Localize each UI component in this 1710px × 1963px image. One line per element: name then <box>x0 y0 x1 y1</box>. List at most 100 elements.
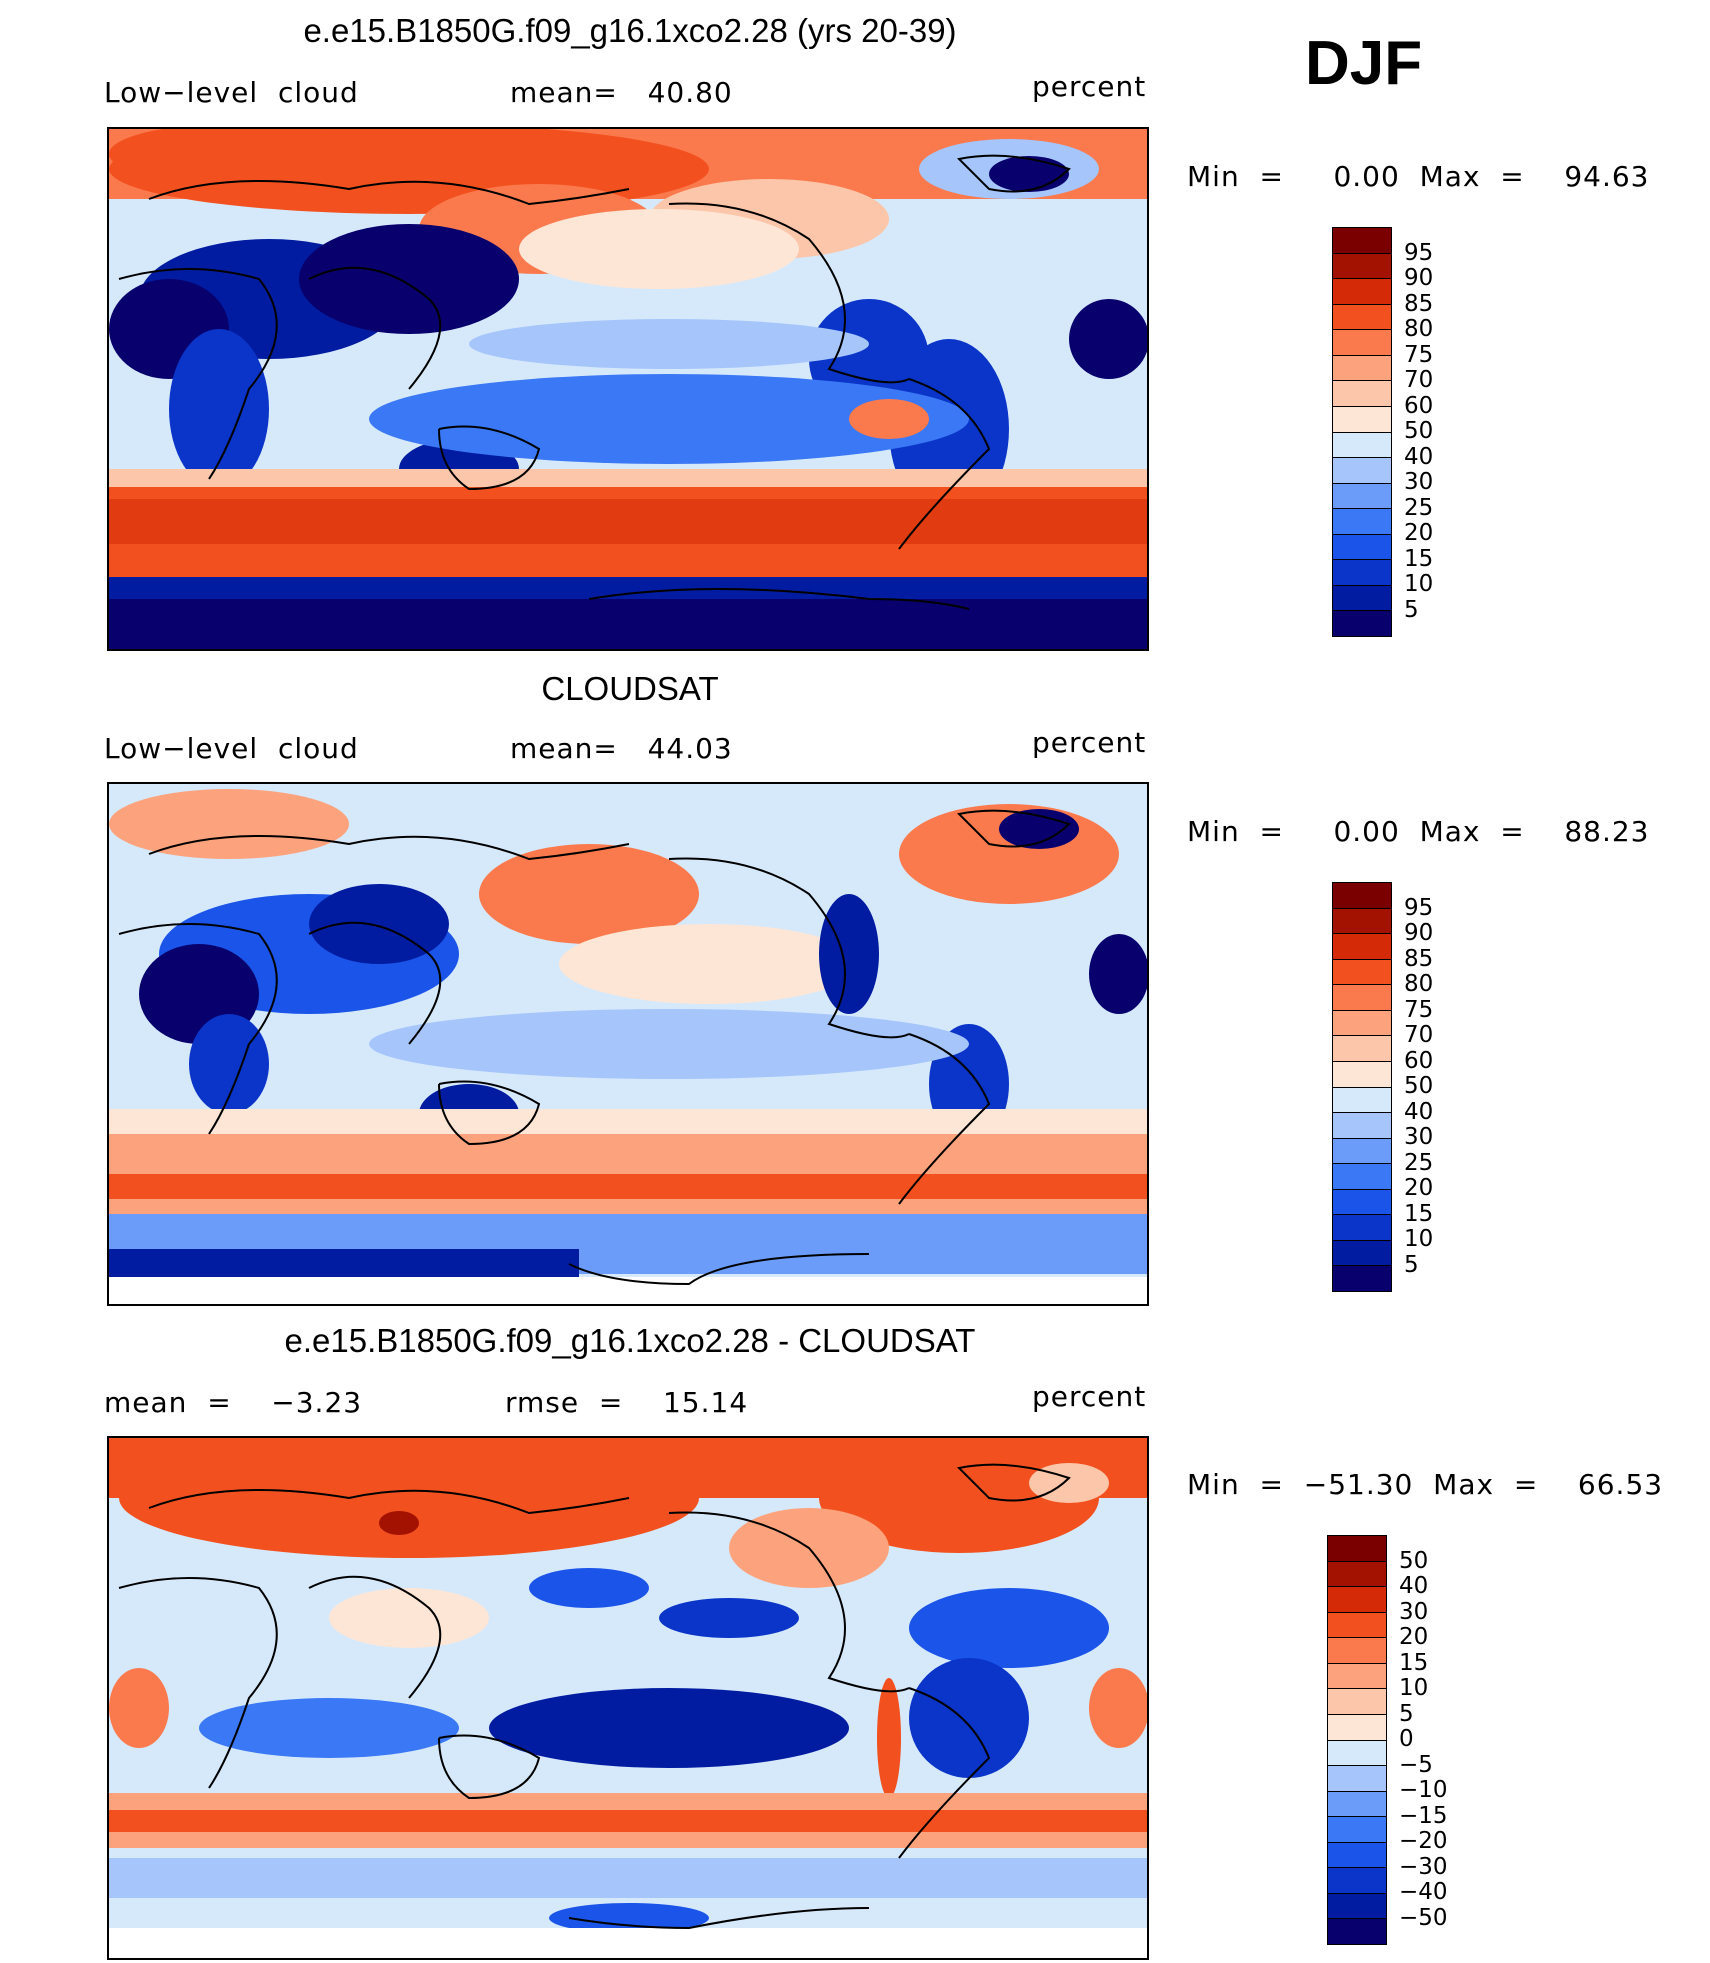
colorbar-label: 5 <box>1404 1251 1419 1278</box>
colorbar-swatch <box>1333 934 1391 960</box>
colorbar-swatch <box>1333 279 1391 305</box>
colorbar-swatch <box>1333 483 1391 510</box>
colorbar-label: 90 <box>1404 265 1434 291</box>
season-label: DJF <box>1305 29 1423 98</box>
colorbar-swatch <box>1333 509 1391 535</box>
colorbar-label: 15 <box>1404 1200 1434 1227</box>
panel-1-minmax: Min = 0.00 Max = 94.63 <box>1187 160 1650 193</box>
panel-3-map-svg <box>109 1438 1147 1958</box>
panel-1-units-label: percent <box>1032 70 1147 103</box>
colorbar-label: 30 <box>1404 1124 1434 1150</box>
colorbar-label: −10 <box>1399 1777 1448 1803</box>
colorbar-label: 15 <box>1404 545 1434 572</box>
colorbar-swatch <box>1333 1240 1391 1267</box>
colorbar-swatch <box>1333 883 1391 909</box>
panel-2-colorbar: 95 90 85 80 75 70 60 50 40 30 25 20 15 10 5 <box>1332 882 1433 1292</box>
panel-3-units-label: percent <box>1032 1380 1147 1413</box>
colorbar-swatch <box>1328 1893 1386 1920</box>
panel-1-colorbar-swatches <box>1332 227 1392 637</box>
colorbar-label: 75 <box>1404 996 1434 1023</box>
panel-3-colorbar-swatches <box>1327 1535 1387 1945</box>
colorbar-label: 10 <box>1404 1226 1434 1252</box>
panel-2-units-label: percent <box>1032 726 1147 759</box>
colorbar-swatch <box>1333 1113 1391 1139</box>
colorbar-swatch <box>1333 330 1391 356</box>
colorbar-label: 80 <box>1404 971 1434 997</box>
colorbar-label: 20 <box>1404 520 1434 546</box>
colorbar-swatch <box>1333 1138 1391 1165</box>
colorbar-swatch <box>1333 1266 1391 1291</box>
colorbar-swatch <box>1333 355 1391 382</box>
panel-1-map <box>107 127 1149 651</box>
colorbar-swatch <box>1333 585 1391 612</box>
colorbar-label: 80 <box>1404 316 1434 342</box>
panel-3-colorbar: 50 40 30 20 15 10 5 0 −5 −10 −15 −20 −30 −40 −50 <box>1327 1535 1448 1945</box>
colorbar-swatch <box>1333 611 1391 636</box>
colorbar-swatch <box>1333 959 1391 986</box>
panel-1-mean-label: mean= 40.80 <box>510 76 733 109</box>
colorbar-label: 50 <box>1404 418 1434 444</box>
colorbar-label: 25 <box>1404 1149 1434 1176</box>
colorbar-label: 90 <box>1404 920 1434 946</box>
panel-3-minmax: Min = −51.30 Max = 66.53 <box>1187 1468 1664 1501</box>
colorbar-label: 50 <box>1399 1547 1429 1574</box>
panel-1-variable-label: Low−level cloud <box>104 76 359 109</box>
colorbar-swatch <box>1333 1164 1391 1190</box>
colorbar-swatch <box>1328 1791 1386 1818</box>
colorbar-label: 30 <box>1404 469 1434 495</box>
colorbar-swatch <box>1328 1817 1386 1843</box>
colorbar-label: 75 <box>1404 341 1434 368</box>
colorbar-label: 95 <box>1404 239 1434 266</box>
colorbar-swatch <box>1333 1061 1391 1088</box>
colorbar-label: 20 <box>1399 1624 1429 1650</box>
colorbar-swatch <box>1328 1587 1386 1613</box>
colorbar-swatch <box>1333 534 1391 561</box>
colorbar-swatch <box>1333 1215 1391 1241</box>
colorbar-swatch <box>1328 1714 1386 1741</box>
colorbar-label: 70 <box>1404 1022 1434 1048</box>
colorbar-swatch <box>1333 908 1391 935</box>
colorbar-swatch <box>1328 1842 1386 1869</box>
panel-3-title: e.e15.B1850G.f09_g16.1xco2.28 - CLOUDSAT <box>284 1322 976 1359</box>
colorbar-label: 5 <box>1399 1700 1414 1727</box>
colorbar-label: 85 <box>1404 290 1434 317</box>
colorbar-swatch <box>1333 381 1391 407</box>
colorbar-label: 40 <box>1404 1098 1434 1125</box>
colorbar-label: 60 <box>1404 1047 1434 1074</box>
panel-2-minmax: Min = 0.00 Max = 88.23 <box>1187 815 1650 848</box>
panel-3-rmse-label: rmse = 15.14 <box>505 1386 749 1419</box>
colorbar-swatch <box>1328 1536 1386 1562</box>
colorbar-label: 10 <box>1399 1675 1429 1701</box>
colorbar-label: 0 <box>1399 1726 1414 1752</box>
colorbar-swatch <box>1333 1010 1391 1037</box>
colorbar-swatch <box>1333 304 1391 331</box>
colorbar-label: 85 <box>1404 945 1434 972</box>
colorbar-label: −30 <box>1399 1853 1448 1880</box>
colorbar-swatch <box>1333 432 1391 459</box>
panel-3-mean-label: mean = −3.23 <box>104 1386 363 1419</box>
panel-2-colorbar-swatches <box>1332 882 1392 1292</box>
colorbar-label: 40 <box>1404 443 1434 470</box>
colorbar-swatch <box>1328 1919 1386 1944</box>
colorbar-label: 10 <box>1404 571 1434 597</box>
colorbar-swatch <box>1328 1689 1386 1715</box>
panel-1-map-svg <box>109 129 1147 649</box>
colorbar-swatch <box>1333 1036 1391 1062</box>
colorbar-label: −20 <box>1399 1828 1448 1854</box>
colorbar-swatch <box>1328 1638 1386 1664</box>
colorbar-label: 70 <box>1404 367 1434 393</box>
colorbar-label: 5 <box>1404 596 1419 623</box>
colorbar-swatch <box>1333 985 1391 1011</box>
colorbar-swatch <box>1328 1612 1386 1639</box>
panel-3-map <box>107 1436 1149 1960</box>
colorbar-label: 40 <box>1399 1573 1429 1599</box>
panel-2-title: CLOUDSAT <box>541 670 719 707</box>
panel-2-map-svg <box>109 784 1147 1304</box>
panel-1-title: e.e15.B1850G.f09_g16.1xco2.28 (yrs 20-39… <box>303 12 957 49</box>
colorbar-label: 20 <box>1404 1175 1434 1201</box>
colorbar-swatch <box>1333 228 1391 254</box>
colorbar-swatch <box>1328 1663 1386 1690</box>
colorbar-swatch <box>1333 1087 1391 1114</box>
colorbar-label: −50 <box>1399 1904 1448 1931</box>
panel-2-map <box>107 782 1149 1306</box>
